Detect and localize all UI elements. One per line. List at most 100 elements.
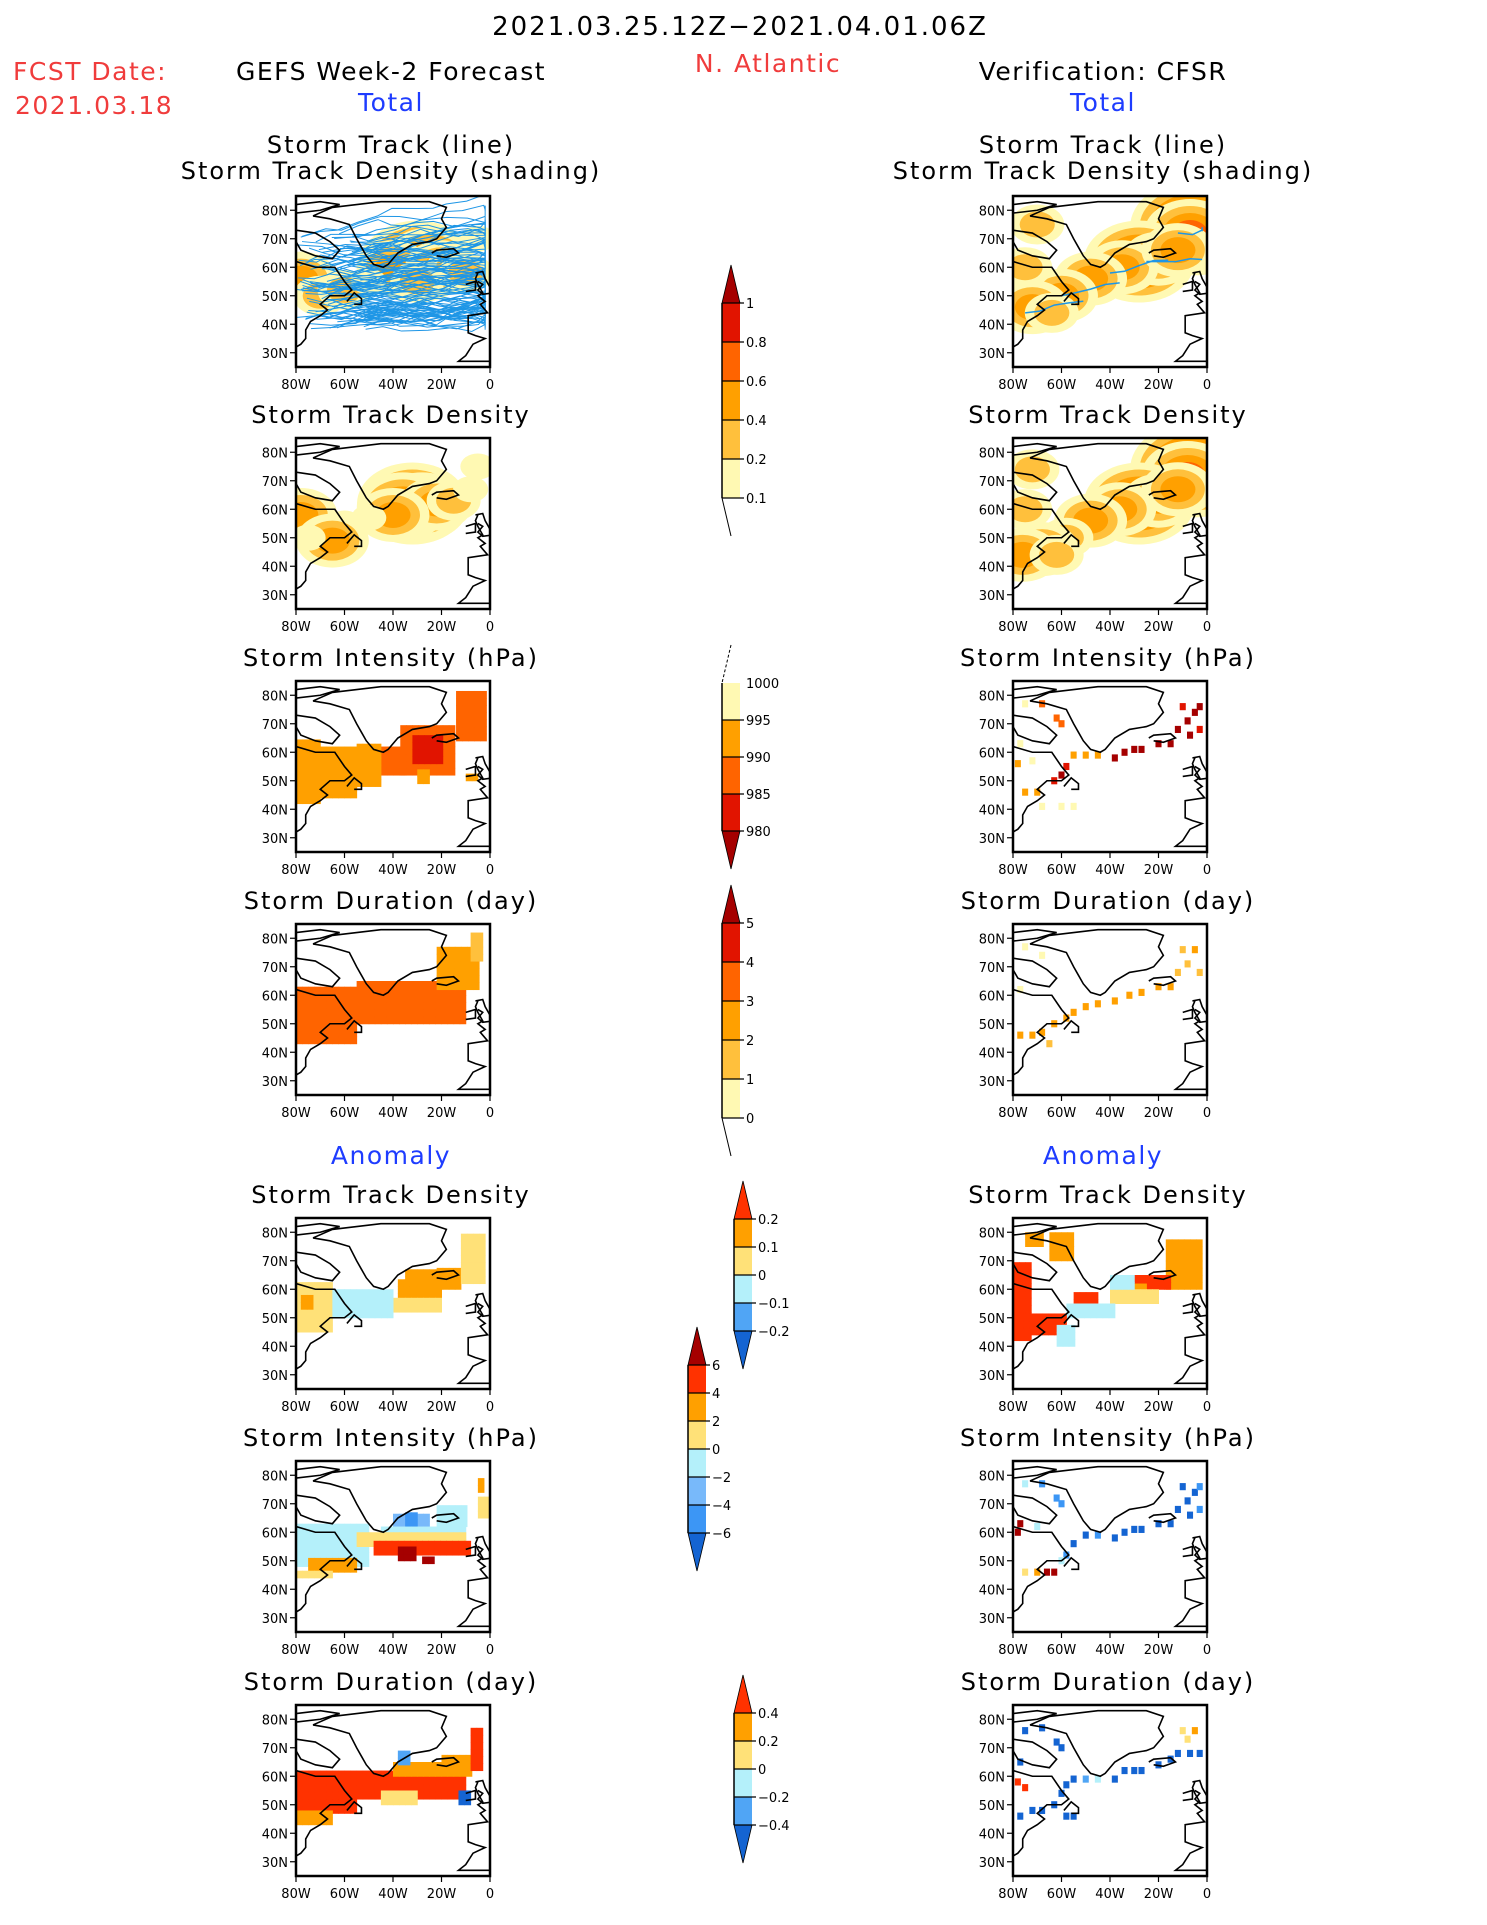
grid-cell (1167, 1520, 1174, 1528)
coastline (1013, 928, 1057, 942)
grid-cell (436, 725, 444, 733)
grid-cell (1146, 1282, 1153, 1290)
grid-cell (430, 756, 438, 765)
grid-cell (424, 725, 432, 733)
grid-cell (417, 1009, 424, 1018)
grid-cell (405, 988, 412, 996)
density-blob (1019, 211, 1055, 238)
grid-cell (1061, 1239, 1069, 1247)
grid-cell (332, 746, 339, 755)
y-tick-label: 30N (979, 1075, 1005, 1090)
grid-cell (314, 1036, 321, 1045)
grid-cell (320, 1000, 327, 1009)
grid-cell (423, 1297, 430, 1306)
grid-cell (453, 1762, 461, 1770)
x-tick-label: 40W (1095, 1887, 1125, 1902)
grid-cell (406, 753, 413, 762)
grid-cell (320, 1530, 327, 1539)
grid-cell (454, 1275, 462, 1283)
x-tick-label: 20W (1144, 620, 1174, 635)
colorbar-segment (722, 720, 740, 757)
y-tick-label: 50N (979, 1555, 1005, 1570)
coastline (475, 755, 490, 781)
grid-cell (380, 1016, 388, 1025)
period-title: 2021.03.25.12Z−2021.04.01.06Z (492, 12, 988, 42)
coastline (431, 732, 461, 744)
grid-cell (362, 779, 370, 787)
grid-cell (350, 1523, 358, 1532)
grid-cell (302, 1015, 309, 1023)
colorbar-duration_anom: 0.40.20−0.2−0.4 (733, 1674, 790, 1864)
grid-cell (1039, 951, 1046, 959)
grid-cell (1196, 703, 1203, 711)
grid-cell (1190, 1253, 1197, 1262)
coastline (1013, 502, 1070, 590)
grid-cell (453, 1784, 461, 1793)
grid-cell (1019, 1304, 1026, 1313)
grid-cell (393, 1790, 400, 1799)
grid-cell (405, 1002, 412, 1010)
grid-cell (350, 1296, 358, 1304)
grid-cell (296, 760, 303, 769)
grid-cell (403, 1546, 411, 1555)
grid-cell (356, 1770, 364, 1779)
grid-cell (344, 783, 352, 792)
coastline (1173, 514, 1207, 605)
grid-cell (454, 1282, 462, 1290)
y-tick-label: 50N (979, 775, 1005, 790)
grid-cell (308, 1530, 315, 1539)
grid-cell (1110, 1275, 1117, 1283)
grid-cell (302, 1036, 309, 1045)
panel-title: Storm Intensity (hPa) (960, 644, 1256, 672)
colorbar-extend-max (733, 1674, 753, 1714)
grid-cell (1140, 1289, 1147, 1297)
grid-cell (460, 953, 468, 962)
fcst-date-value: 2021.03.18 (15, 91, 174, 120)
grid-cell (456, 698, 463, 706)
grid-cell (1017, 1758, 1024, 1766)
grid-cell (466, 1262, 474, 1270)
grid-cell (296, 1015, 303, 1023)
grid-cell (1013, 1276, 1020, 1285)
grid-cell (462, 712, 469, 720)
grid-cell (473, 1247, 480, 1256)
grid-cell (442, 1505, 450, 1513)
grid-cell (479, 1240, 486, 1249)
grid-cell (1179, 1483, 1186, 1491)
grid-cell (1155, 1520, 1162, 1528)
y-tick-label: 50N (262, 290, 288, 305)
coastline (296, 1494, 341, 1525)
grid-cell (326, 1523, 333, 1532)
grid-cell (417, 1520, 424, 1529)
density-blob (1014, 456, 1050, 483)
grid-cell (1171, 1246, 1179, 1255)
grid-cell (350, 1303, 358, 1312)
grid-cell (1017, 1327, 1025, 1336)
density-blob (1013, 496, 1043, 523)
grid-cell (417, 1269, 424, 1277)
grid-cell (1094, 751, 1101, 759)
grid-cell (338, 1310, 345, 1319)
grid-cell (302, 1810, 309, 1819)
x-tick-label: 20W (427, 1400, 457, 1415)
coastline (431, 1512, 461, 1524)
grid-cell (1014, 760, 1021, 768)
grid-cell (393, 981, 400, 989)
grid-cell (430, 725, 438, 733)
grid-cell (1196, 1275, 1203, 1283)
grid-cell (356, 1784, 364, 1793)
colorbar-segment (722, 459, 740, 498)
grid-cell (1171, 1275, 1179, 1283)
grid-cell (1031, 1239, 1038, 1247)
grid-cell (362, 757, 370, 766)
grid-cell (1017, 1313, 1025, 1322)
grid-cell (412, 767, 419, 776)
grid-cell (459, 1769, 467, 1777)
x-tick-label: 80W (281, 863, 311, 878)
grid-cell (1039, 1806, 1046, 1815)
grid-cell (1110, 1282, 1117, 1290)
grid-cell (1029, 1327, 1037, 1336)
grid-cell (332, 790, 339, 799)
x-tick-label: 80W (998, 378, 1028, 393)
